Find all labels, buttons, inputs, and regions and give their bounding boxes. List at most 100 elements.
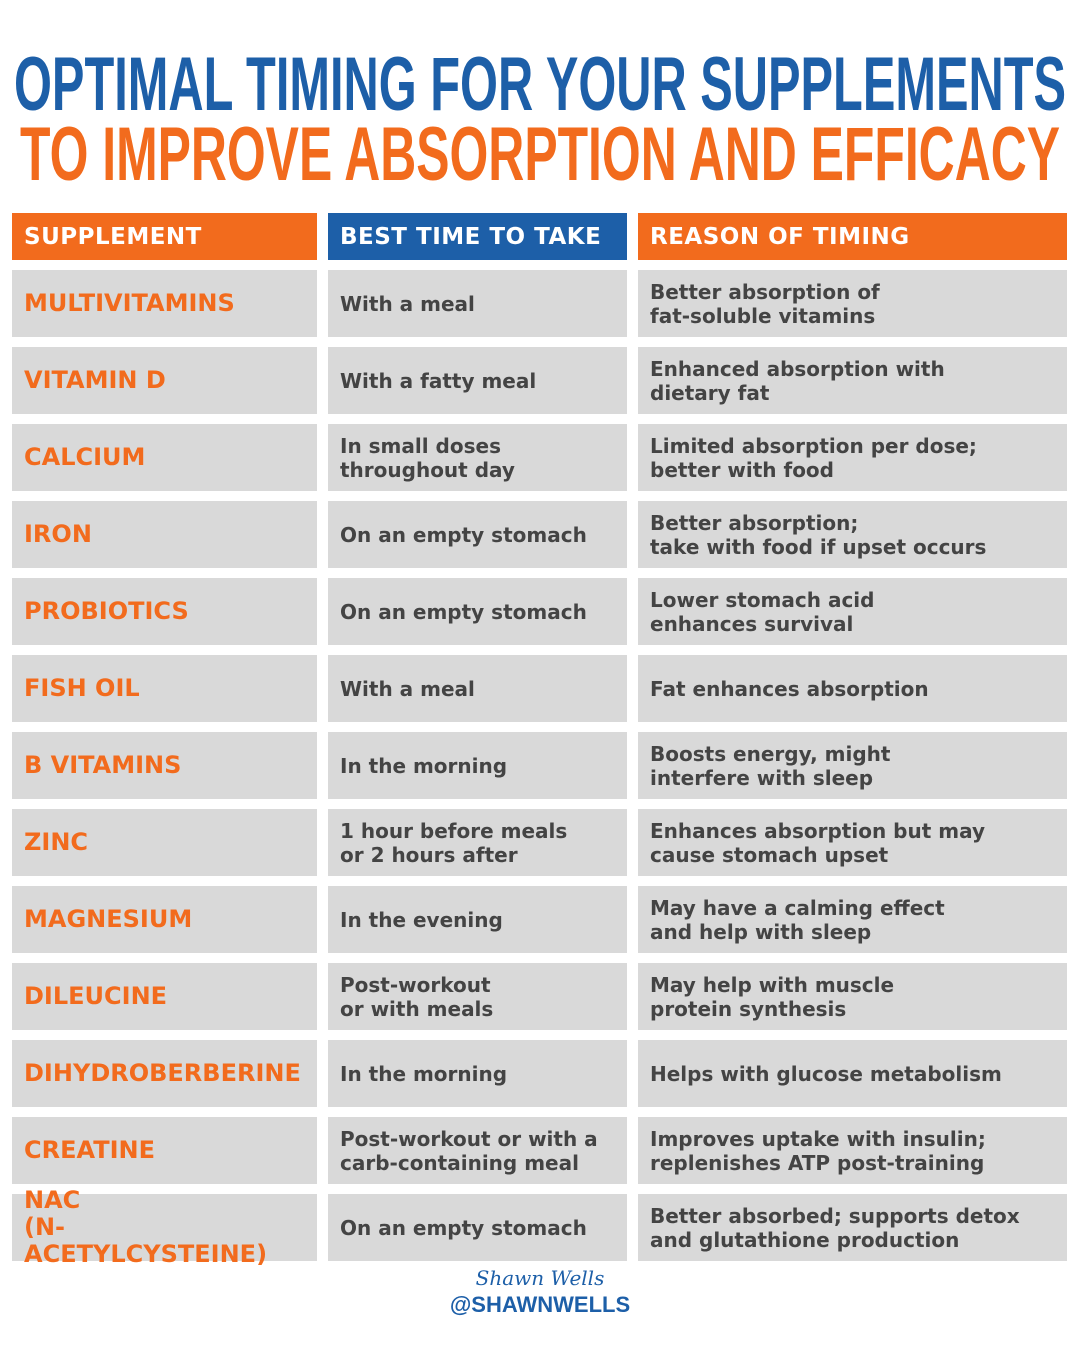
cell-line: With a meal <box>340 291 475 316</box>
cell-line: Helps with glucose metabolism <box>650 1061 1002 1086</box>
cell-line: take with food if upset occurs <box>650 534 987 559</box>
cell-line: interfere with sleep <box>650 765 874 790</box>
table-row: DILEUCINE Post-workout or with meals May he… <box>12 963 1067 1030</box>
cell-line: replenishes ATP post-training <box>650 1150 985 1175</box>
cell-line: With a meal <box>340 676 475 701</box>
cell-line: or with meals <box>340 996 494 1021</box>
cell-line: Better absorption; <box>650 510 859 535</box>
table-cell: MULTIVITAMINS <box>12 270 317 337</box>
table-row: MAGNESIUM In the evening May have a calmin… <box>12 886 1067 953</box>
table-cell: May help with muscle protein synthesis <box>638 963 1067 1030</box>
cell-line: Better absorbed; supports detox <box>650 1203 1020 1228</box>
cell-line: DILEUCINE <box>24 982 168 1010</box>
cell-line: Boosts energy, might <box>650 741 891 766</box>
cell-line: cause stomach upset <box>650 842 889 867</box>
cell-line: In small doses <box>340 433 501 458</box>
table-cell: With a meal <box>328 270 627 337</box>
cell-line: B VITAMINS <box>24 751 182 779</box>
table-cell: On an empty stomach <box>328 501 627 568</box>
table-cell: Improves uptake with insulin; replenishes… <box>638 1117 1067 1184</box>
cell-line: CALCIUM <box>24 443 146 471</box>
cell-line: IRON <box>24 520 92 548</box>
table-cell: VITAMIN D <box>12 347 317 414</box>
cell-line: Lower stomach acid <box>650 587 875 612</box>
cell-line: On an empty stomach <box>340 1215 587 1240</box>
cell-line: ZINC <box>24 828 89 856</box>
table: SUPPLEMENT BEST TIME TO TAKE REASON OF TIM… <box>12 213 1067 1271</box>
table-cell: On an empty stomach <box>328 1194 627 1261</box>
table-row: FISH OIL With a meal Fat enhances absorpti… <box>12 655 1067 722</box>
cell-line: NAC <box>24 1186 81 1214</box>
table-cell: Better absorption of fat-soluble vitamins <box>638 270 1067 337</box>
cell-line: In the evening <box>340 907 503 932</box>
table-cell: In the morning <box>328 1040 627 1107</box>
table-cell: In the evening <box>328 886 627 953</box>
cell-line: carb-containing meal <box>340 1150 579 1175</box>
table-row: DIHYDROBERBERINE In the morning Helps with… <box>12 1040 1067 1107</box>
cell-line: PROBIOTICS <box>24 597 189 625</box>
table-row: B VITAMINS In the morning Boosts energy, m… <box>12 732 1067 799</box>
cell-line: throughout day <box>340 457 515 482</box>
table-cell: Helps with glucose metabolism <box>638 1040 1067 1107</box>
table-row: MULTIVITAMINS With a meal Better absorptio… <box>12 270 1067 337</box>
table-cell: On an empty stomach <box>328 578 627 645</box>
column-header: REASON OF TIMING <box>638 213 1067 260</box>
table-cell: Better absorption; take with food if upse… <box>638 501 1067 568</box>
table-cell: With a meal <box>328 655 627 722</box>
table-row: PROBIOTICS On an empty stomach Lower stoma… <box>12 578 1067 645</box>
title-line: TO IMPROVE ABSORPTION AND EFFICACY <box>20 112 1060 197</box>
table-cell: ZINC <box>12 809 317 876</box>
table-cell: With a fatty meal <box>328 347 627 414</box>
table-cell: DIHYDROBERBERINE <box>12 1040 317 1107</box>
cell-line: (N-ACETYLCYSTEINE) <box>24 1213 268 1268</box>
cell-line: and glutathione production <box>650 1227 960 1252</box>
table-cell: In the morning <box>328 732 627 799</box>
cell-line: MULTIVITAMINS <box>24 289 235 317</box>
column-header: BEST TIME TO TAKE <box>328 213 627 260</box>
cell-line: Fat enhances absorption <box>650 676 929 701</box>
signature: Shawn Wells <box>475 1266 605 1290</box>
table-cell: Enhanced absorption with dietary fat <box>638 347 1067 414</box>
table-row: CALCIUM In small doses throughout day Limit… <box>12 424 1067 491</box>
table-cell: May have a calming effect and help with s… <box>638 886 1067 953</box>
cell-line: and help with sleep <box>650 919 872 944</box>
cell-line: MAGNESIUM <box>24 905 193 933</box>
footer: Shawn Wells @SHAWNWELLS <box>0 1266 1080 1318</box>
cell-line: FISH OIL <box>24 674 140 702</box>
cell-line: DIHYDROBERBERINE <box>24 1059 301 1087</box>
cell-line: Limited absorption per dose; <box>650 433 977 458</box>
table-row: NAC (N-ACETYLCYSTEINE) On an empty stomach… <box>12 1187 1067 1268</box>
title-line: OPTIMAL TIMING FOR YOUR SUPPLEMENTS <box>14 42 1066 127</box>
cell-line: With a fatty meal <box>340 368 537 393</box>
table-cell: Post-workout or with meals <box>328 963 627 1030</box>
table-cell: FISH OIL <box>12 655 317 722</box>
table-cell: B VITAMINS <box>12 732 317 799</box>
cell-line: On an empty stomach <box>340 522 587 547</box>
cell-line: enhances survival <box>650 611 854 636</box>
table-cell: Fat enhances absorption <box>638 655 1067 722</box>
table-cell: Limited absorption per dose; better with … <box>638 424 1067 491</box>
cell-line: protein synthesis <box>650 996 847 1021</box>
cell-line: On an empty stomach <box>340 599 587 624</box>
cell-line: In the morning <box>340 753 508 778</box>
table-row: ZINC 1 hour before meals or 2 hours after E… <box>12 809 1067 876</box>
cell-line: dietary fat <box>650 380 770 405</box>
cell-line: Enhances absorption but may <box>650 818 985 843</box>
table-cell: PROBIOTICS <box>12 578 317 645</box>
table-row: IRON On an empty stomach Better absorption… <box>12 501 1067 568</box>
cell-line: 1 hour before meals <box>340 818 568 843</box>
table-cell: NAC (N-ACETYLCYSTEINE) <box>12 1187 317 1268</box>
table-cell: In small doses throughout day <box>328 424 627 491</box>
table-cell: MAGNESIUM <box>12 886 317 953</box>
cell-line: May help with muscle <box>650 972 895 997</box>
cell-line: May have a calming effect <box>650 895 945 920</box>
cell-line: In the morning <box>340 1061 508 1086</box>
cell-line: Better absorption of <box>650 279 880 304</box>
cell-line: Post-workout or with a <box>340 1126 598 1151</box>
header-row: SUPPLEMENT BEST TIME TO TAKE REASON OF TIM… <box>12 213 1067 260</box>
table-cell: DILEUCINE <box>12 963 317 1030</box>
column-header: SUPPLEMENT <box>12 213 317 260</box>
cell-line: Post-workout <box>340 972 491 997</box>
table-cell: 1 hour before meals or 2 hours after <box>328 809 627 876</box>
